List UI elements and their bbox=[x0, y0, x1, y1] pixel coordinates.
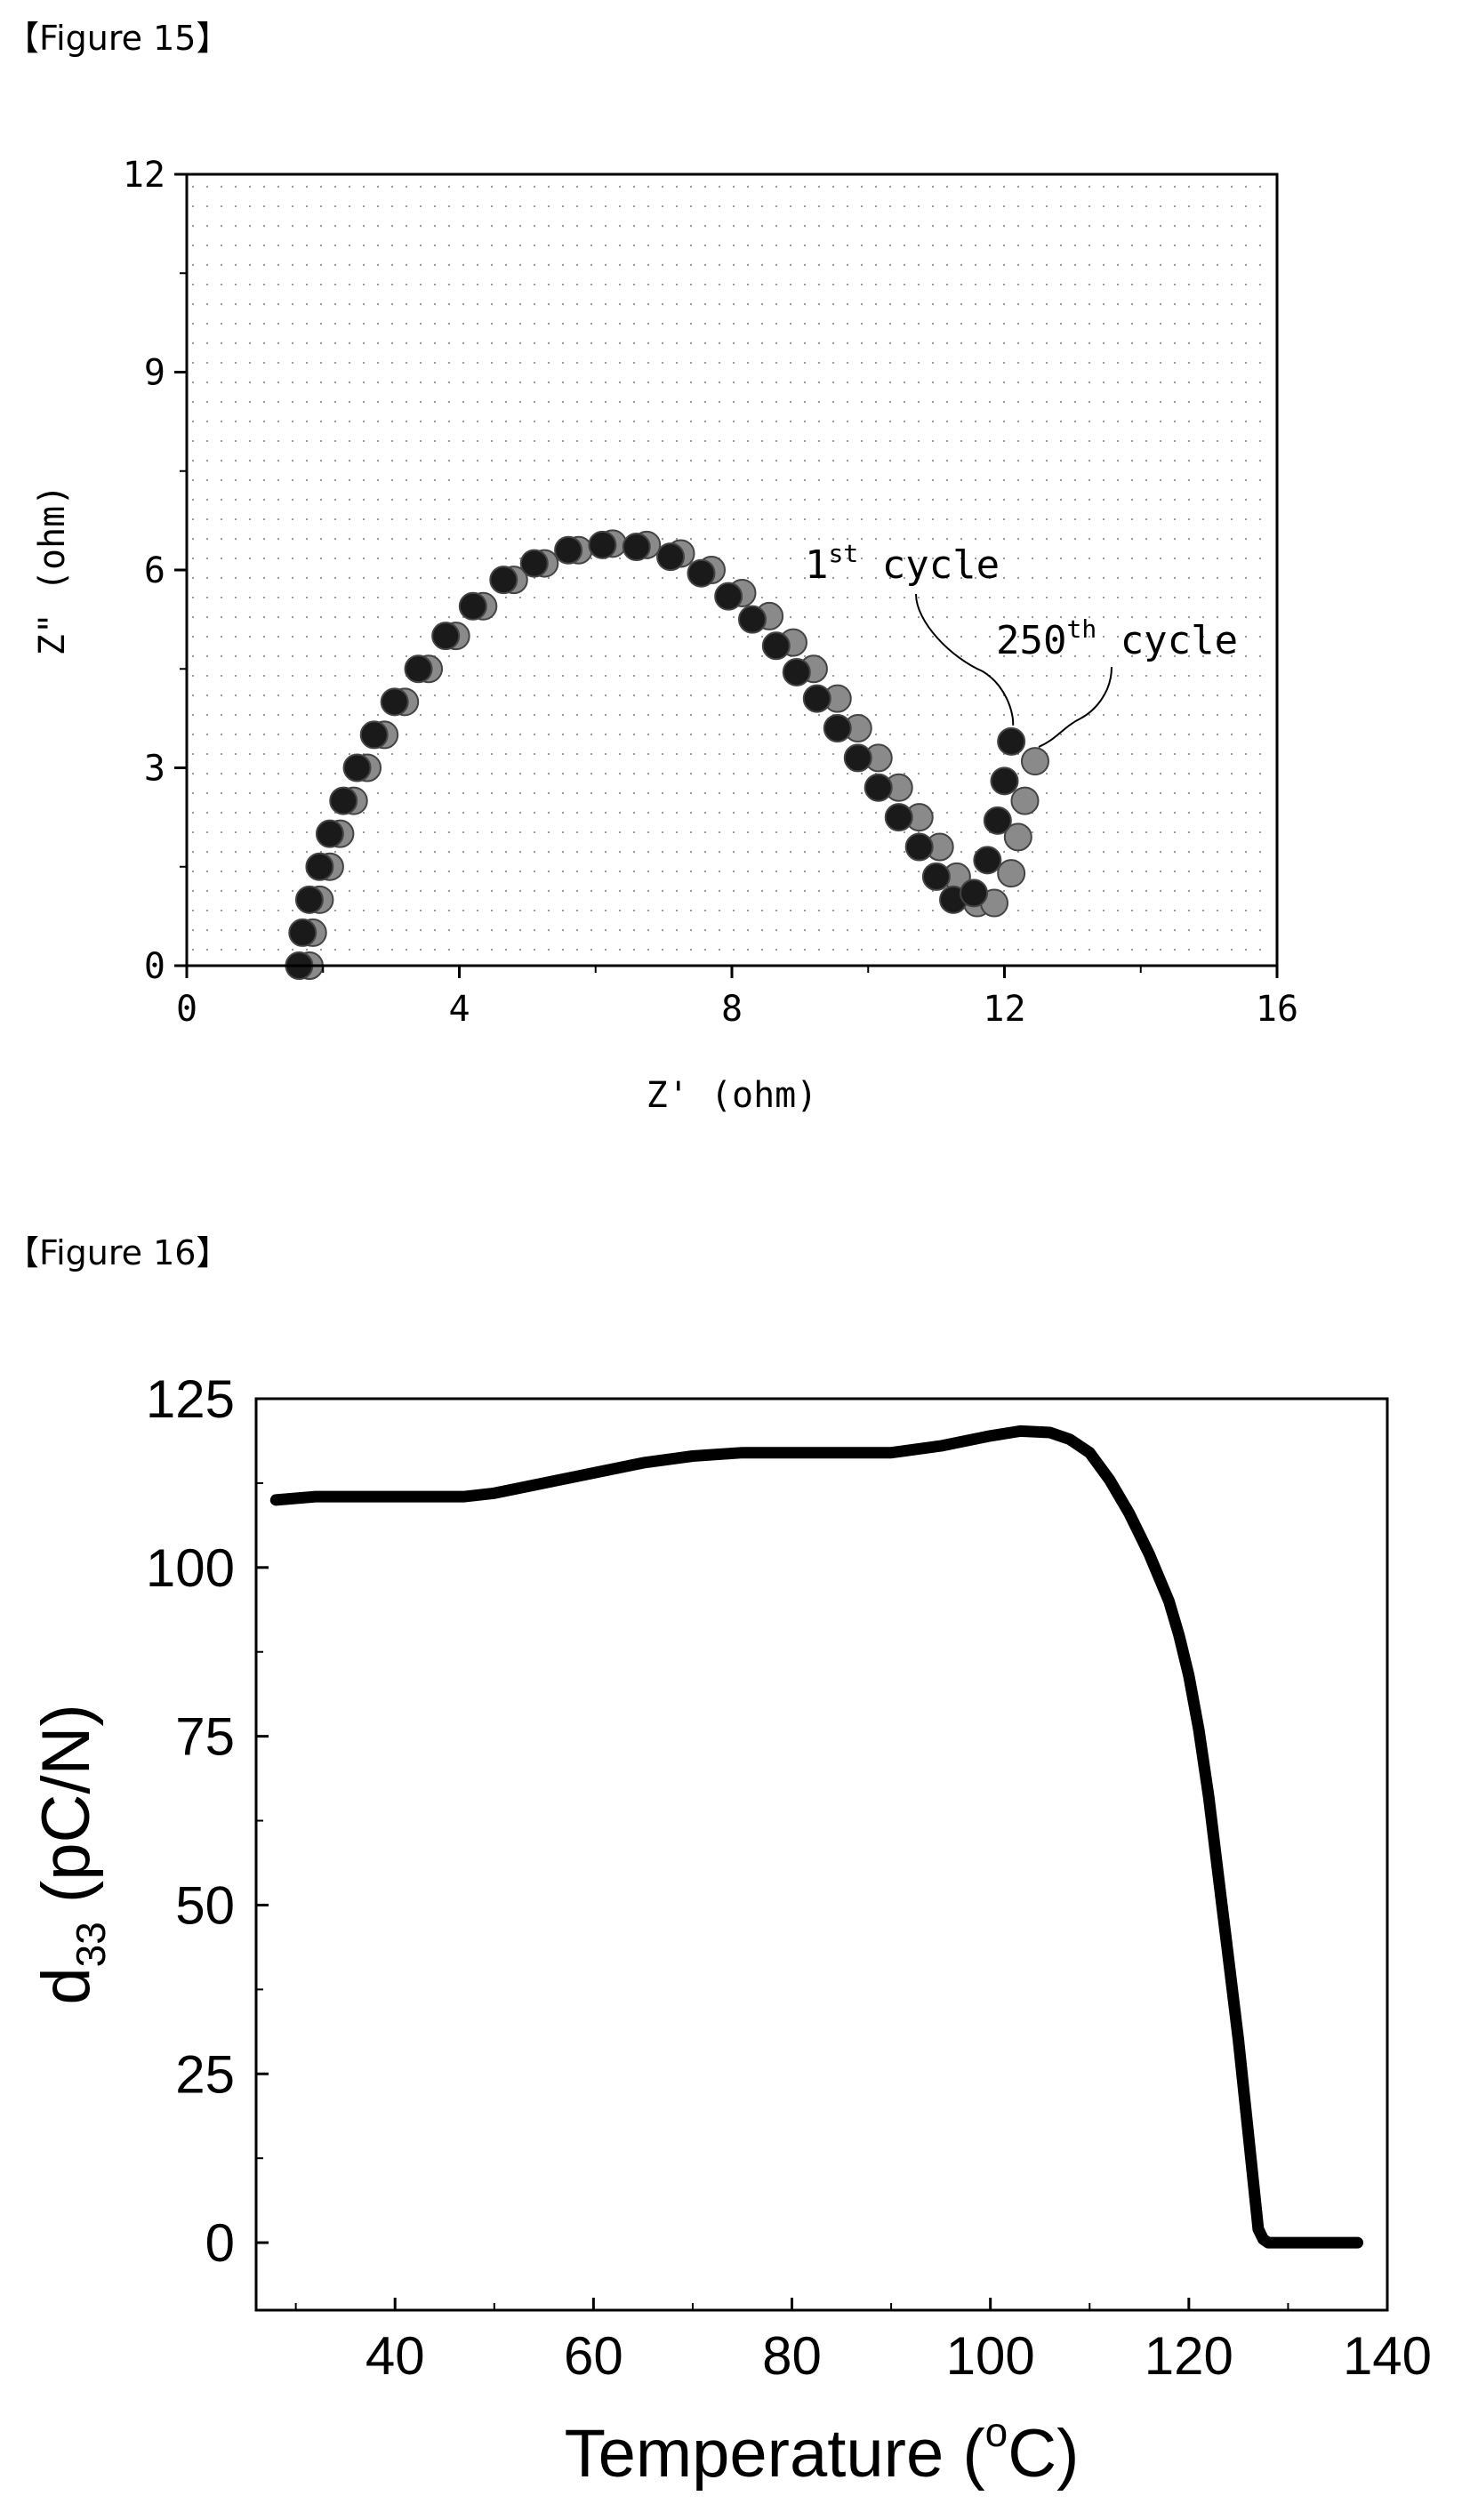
annotation-250th-text: cycle bbox=[1096, 618, 1238, 663]
point-1st-cycle bbox=[714, 582, 743, 611]
y-tick-label: 50 bbox=[175, 1875, 235, 1935]
x-tick-label: 8 bbox=[721, 989, 743, 1030]
point-1st-cycle bbox=[315, 819, 344, 848]
point-1st-cycle bbox=[404, 654, 433, 684]
chart2-ylabel-base: d bbox=[28, 1967, 104, 2004]
x-tick-label: 12 bbox=[983, 989, 1025, 1030]
point-1st-cycle bbox=[329, 786, 358, 815]
chart2-ylabel-sub: 33 bbox=[68, 1922, 114, 1967]
y-tick-label: 6 bbox=[144, 550, 165, 591]
point-1st-cycle bbox=[342, 753, 372, 782]
point-1st-cycle bbox=[843, 743, 872, 773]
point-1st-cycle bbox=[997, 726, 1026, 756]
x-tick-label: 0 bbox=[176, 989, 197, 1030]
point-1st-cycle bbox=[904, 832, 934, 862]
y-tick-label: 0 bbox=[205, 2213, 235, 2273]
x-tick-label: 80 bbox=[762, 2326, 822, 2386]
figure-15-caption: 【Figure 15】 bbox=[5, 19, 230, 58]
chart2-plot-frame bbox=[254, 1397, 1389, 2312]
point-1st-cycle bbox=[884, 803, 913, 832]
y-tick-label: 125 bbox=[146, 1369, 235, 1429]
x-tick-label: 16 bbox=[1256, 989, 1298, 1030]
point-1st-cycle bbox=[802, 684, 831, 713]
chart2-series-line bbox=[269, 1425, 1363, 2249]
chart1-x-axis-label: Z' (ohm) bbox=[647, 1075, 818, 1116]
point-1st-cycle bbox=[294, 885, 324, 914]
annotation-1st-base: 1 bbox=[805, 542, 829, 588]
annotation-1st-leader bbox=[915, 593, 1015, 726]
point-250th-cycle bbox=[1010, 786, 1040, 815]
x-tick-label: 60 bbox=[564, 2326, 623, 2386]
annotation-1st-text: cycle bbox=[858, 542, 1000, 588]
annotation-250th-sup: th bbox=[1066, 614, 1096, 644]
chart2-xlabel-rest: C) bbox=[1008, 2416, 1079, 2492]
chart2-xlabel-base: Temperature ( bbox=[565, 2416, 985, 2492]
x-tick-label: 100 bbox=[946, 2326, 1035, 2386]
y-tick-label: 12 bbox=[123, 155, 165, 196]
point-1st-cycle bbox=[960, 879, 989, 908]
x-tick-label: 40 bbox=[366, 2326, 425, 2386]
x-tick-label: 120 bbox=[1145, 2326, 1233, 2386]
point-1st-cycle bbox=[823, 714, 852, 742]
y-tick-label: 75 bbox=[175, 1707, 235, 1767]
y-tick-label: 0 bbox=[144, 946, 165, 987]
annotation-1st-cycle: 1st cycle bbox=[805, 539, 1000, 588]
x-tick-label: 140 bbox=[1343, 2326, 1432, 2386]
point-1st-cycle bbox=[431, 622, 461, 651]
point-250th-cycle bbox=[1020, 747, 1049, 776]
point-1st-cycle bbox=[458, 591, 487, 621]
y-tick-label: 3 bbox=[144, 749, 165, 790]
x-tick-label: 4 bbox=[448, 989, 470, 1030]
point-1st-cycle bbox=[489, 566, 518, 595]
point-1st-cycle bbox=[983, 806, 1012, 835]
point-1st-cycle bbox=[687, 558, 716, 588]
y-tick-label: 100 bbox=[146, 1538, 235, 1598]
point-1st-cycle bbox=[305, 852, 334, 881]
chart2-y-axis-label: d33 (pC/N) bbox=[28, 1704, 114, 2004]
chart1-ticks: 0 4 8 12 16 0 3 6 9 12 bbox=[123, 155, 1298, 1030]
chart2-ticks: 40 60 80 100 120 140 0 25 50 75 100 125 bbox=[146, 1369, 1432, 2386]
point-1st-cycle bbox=[656, 542, 686, 572]
annotation-250th-base: 250 bbox=[996, 618, 1066, 663]
point-250th-cycle bbox=[997, 859, 1026, 888]
point-1st-cycle bbox=[737, 605, 767, 634]
chart2-ylabel-rest: (pC/N) bbox=[28, 1704, 104, 1922]
point-1st-cycle bbox=[519, 549, 549, 578]
point-1st-cycle bbox=[588, 530, 617, 559]
point-1st-cycle bbox=[921, 862, 951, 891]
point-1st-cycle bbox=[782, 657, 811, 686]
figure-16-caption: 【Figure 16】 bbox=[5, 1233, 230, 1272]
chart2-xlabel-sup: o bbox=[985, 2409, 1008, 2455]
point-1st-cycle bbox=[864, 773, 893, 802]
y-tick-label: 9 bbox=[144, 353, 165, 394]
y-tick-label: 25 bbox=[175, 2044, 235, 2104]
chart2-x-axis-label: Temperature (oC) bbox=[565, 2409, 1080, 2492]
point-1st-cycle bbox=[288, 918, 317, 947]
point-1st-cycle bbox=[554, 535, 583, 565]
annotation-1st-sup: st bbox=[829, 539, 859, 568]
point-1st-cycle bbox=[973, 846, 1002, 875]
chart1-y-axis-label: Z" (ohm) bbox=[32, 485, 73, 656]
nyquist-chart: 0 4 8 12 16 0 3 6 9 12 Z' (ohm) Z" (ohm) 1st cycl… bbox=[32, 155, 1298, 1116]
point-250th-cycle bbox=[1003, 823, 1032, 852]
point-1st-cycle bbox=[380, 687, 409, 717]
point-1st-cycle bbox=[359, 720, 389, 750]
annotation-250th-leader bbox=[1038, 666, 1113, 748]
point-1st-cycle bbox=[990, 766, 1019, 796]
annotation-250th-cycle: 250th cycle bbox=[996, 614, 1238, 663]
point-1st-cycle bbox=[622, 533, 651, 562]
chart1-points bbox=[285, 529, 1049, 980]
point-1st-cycle bbox=[761, 631, 791, 661]
